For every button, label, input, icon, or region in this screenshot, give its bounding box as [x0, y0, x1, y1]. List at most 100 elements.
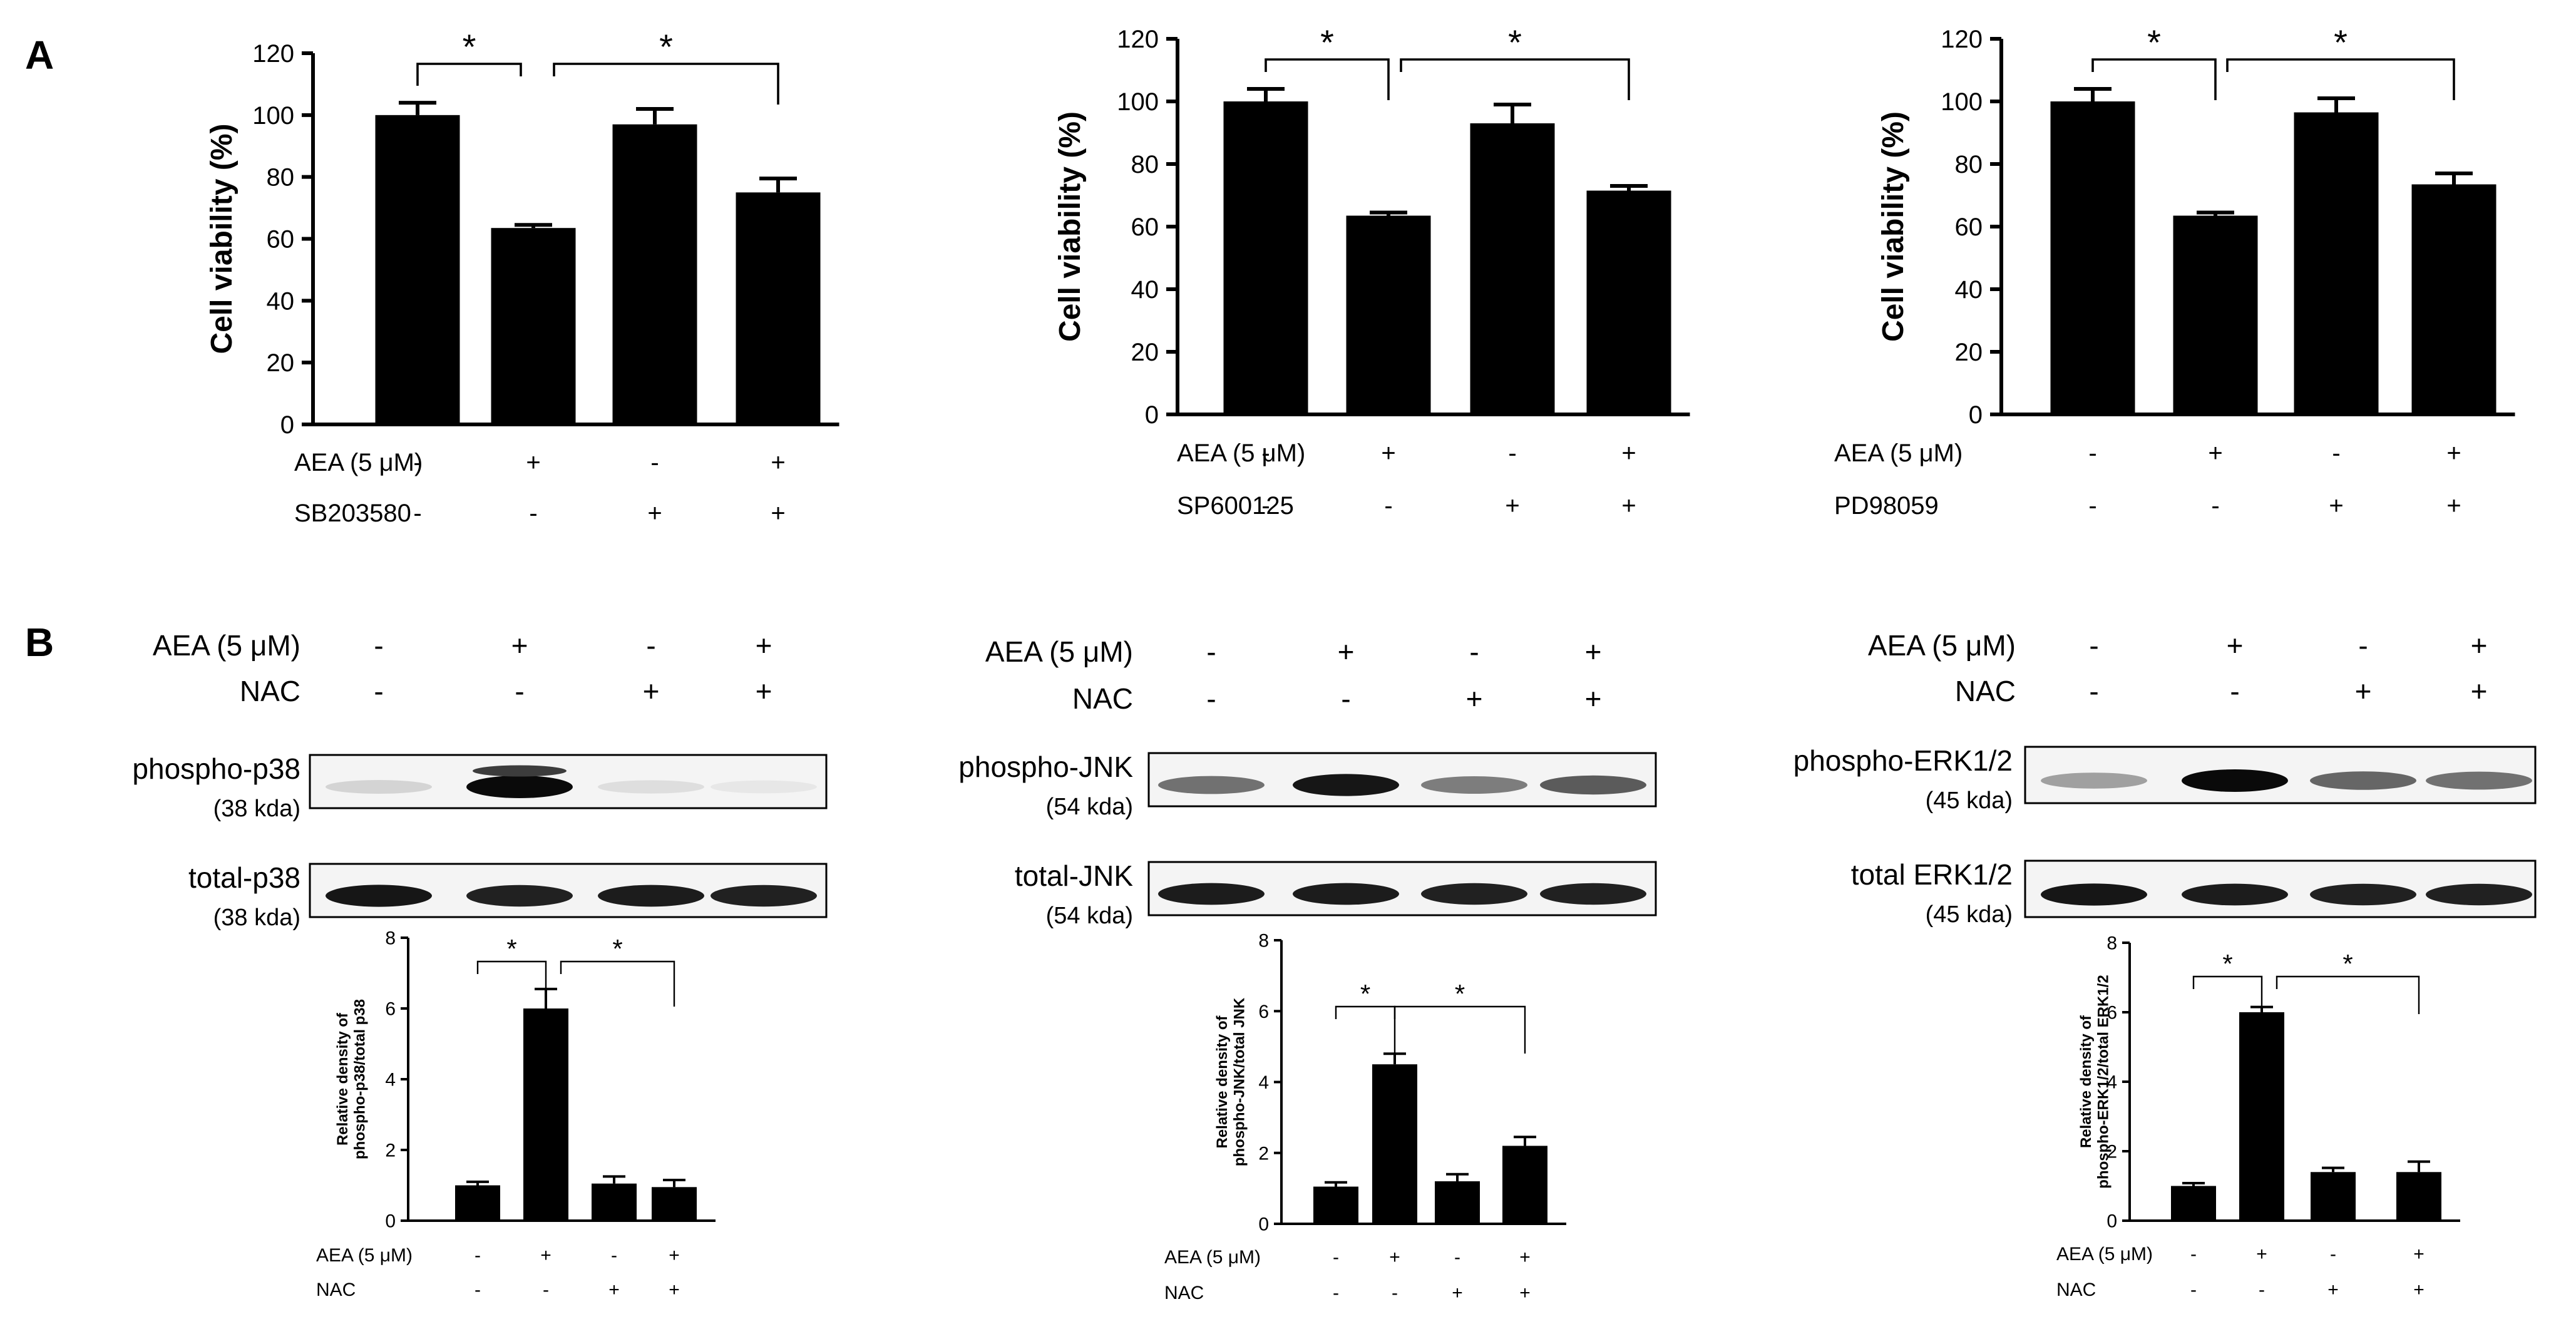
blot-condition-sign: + — [1585, 682, 1602, 715]
blot-condition-sign: - — [1206, 635, 1216, 668]
blot-band — [2041, 883, 2147, 906]
significance-star: * — [612, 934, 622, 963]
blot-condition-sign: + — [643, 675, 660, 707]
blot-row-size: (54 kda) — [1046, 794, 1133, 820]
significance-star: * — [1320, 23, 1334, 62]
y-tick-label: 60 — [1955, 213, 1983, 241]
blot-condition-sign: - — [1206, 682, 1216, 715]
bar — [2171, 1186, 2216, 1221]
panel-label-b: B — [25, 620, 54, 665]
bar — [1223, 101, 1308, 414]
significance-star: * — [2343, 949, 2353, 978]
significance-star: * — [2334, 23, 2348, 62]
blot-row-name: phospho-p38 — [132, 752, 300, 785]
bar — [736, 192, 821, 424]
y-axis-title: Relative density ofphospho-ERK1/2/total … — [2078, 975, 2112, 1188]
bar — [1346, 215, 1431, 414]
condition-sign: + — [1621, 439, 1636, 467]
y-tick-label: 20 — [1131, 339, 1159, 366]
significance-bracket — [1265, 58, 1390, 100]
significance-star: * — [2222, 949, 2232, 978]
condition-sign: + — [526, 449, 540, 476]
condition-sign: - — [2330, 1244, 2336, 1265]
blot-row-size: (45 kda) — [1926, 901, 2013, 928]
bar — [1372, 1064, 1417, 1224]
blot-band — [326, 885, 432, 907]
western-blot-2: AEA (5 μM) - + - + NAC - - + + phospho-JNK (54 kda)… — [958, 635, 1657, 929]
condition-sign: - — [1333, 1283, 1339, 1303]
bar — [1502, 1146, 1547, 1224]
y-tick-label: 100 — [1941, 88, 1983, 116]
y-axis-title-line: Relative density of — [1214, 1015, 1231, 1148]
blot-row-name: phospho-ERK1/2 — [1793, 744, 2013, 777]
blot-band — [1540, 883, 1646, 905]
bar — [491, 228, 576, 424]
blot-band — [598, 780, 704, 794]
blot-row-name: phospho-JNK — [958, 751, 1133, 783]
y-tick-label: 0 — [1969, 401, 1983, 429]
condition-label: SP600125 — [1177, 492, 1294, 520]
condition-sign: - — [543, 1280, 549, 1300]
bar — [1586, 190, 1671, 414]
blot-condition-sign: - — [1469, 635, 1479, 668]
y-tick-label: 6 — [2106, 1003, 2117, 1024]
significance-star: * — [659, 27, 673, 66]
blot-condition-sign: - — [515, 675, 524, 707]
condition-sign: - — [1261, 492, 1270, 520]
y-tick-label: 40 — [267, 287, 295, 315]
condition-label: AEA (5 μM) — [294, 449, 423, 476]
blot-condition-sign: - — [2230, 675, 2239, 707]
blot-condition-sign: + — [2471, 629, 2488, 662]
condition-sign: + — [608, 1280, 620, 1300]
bar — [1435, 1181, 1480, 1224]
chart-1: 0 20 40 60 80 100 120 Cell viability (%) * * AEA (… — [205, 27, 839, 527]
blot-condition-sign: - — [2089, 629, 2098, 662]
significance-bracket — [1335, 1005, 1396, 1054]
blot-row-size: (45 kda) — [1926, 788, 2013, 814]
condition-sign: - — [1333, 1247, 1339, 1268]
blot-condition-sign: + — [2471, 675, 2488, 707]
blot-row-name: total-JNK — [1015, 859, 1133, 892]
condition-sign: + — [1519, 1283, 1531, 1303]
blot-condition-label: AEA (5 μM) — [985, 635, 1133, 668]
blot-band — [2310, 771, 2416, 790]
condition-sign: - — [1508, 439, 1516, 467]
condition-sign: + — [1389, 1247, 1400, 1268]
y-tick-label: 0 — [385, 1211, 396, 1232]
bar — [2396, 1172, 2441, 1221]
condition-sign: + — [2413, 1244, 2425, 1265]
y-tick-label: 8 — [1258, 931, 1269, 952]
y-tick-label: 120 — [1117, 26, 1159, 53]
condition-sign: - — [2088, 439, 2096, 467]
condition-sign: - — [413, 500, 421, 527]
condition-label: NAC — [1164, 1283, 1204, 1303]
condition-sign: + — [2327, 1280, 2339, 1300]
y-tick-label: 8 — [385, 928, 396, 949]
significance-bracket — [2091, 58, 2217, 100]
y-tick-label: 0 — [1145, 401, 1159, 429]
condition-sign: + — [2413, 1280, 2425, 1300]
blot-band — [2041, 772, 2147, 789]
bar — [2411, 184, 2496, 414]
condition-label: NAC — [2056, 1280, 2096, 1300]
blot-band — [1293, 774, 1399, 796]
blot-band — [2426, 771, 2532, 790]
y-axis-title-line: phospho-JNK/total JNK — [1231, 997, 1248, 1166]
y-tick-label: 80 — [267, 164, 295, 192]
y-tick-label: 6 — [385, 999, 396, 1020]
condition-sign: - — [2211, 492, 2219, 520]
blot-condition-sign: - — [374, 675, 383, 707]
bar — [455, 1185, 500, 1221]
condition-sign: - — [1261, 439, 1270, 467]
condition-sign: + — [669, 1280, 680, 1300]
blot-condition-sign: + — [2355, 675, 2372, 707]
blot-condition-sign: - — [2358, 629, 2368, 662]
y-tick-label: 80 — [1955, 151, 1983, 178]
y-tick-label: 0 — [280, 411, 294, 439]
chart-5: 0 2 4 6 8 Relative density ofphospho-JNK/tota… — [1164, 931, 1566, 1303]
bar — [1470, 123, 1555, 414]
condition-label: PD98059 — [1834, 492, 1939, 520]
blot-band — [466, 776, 573, 798]
